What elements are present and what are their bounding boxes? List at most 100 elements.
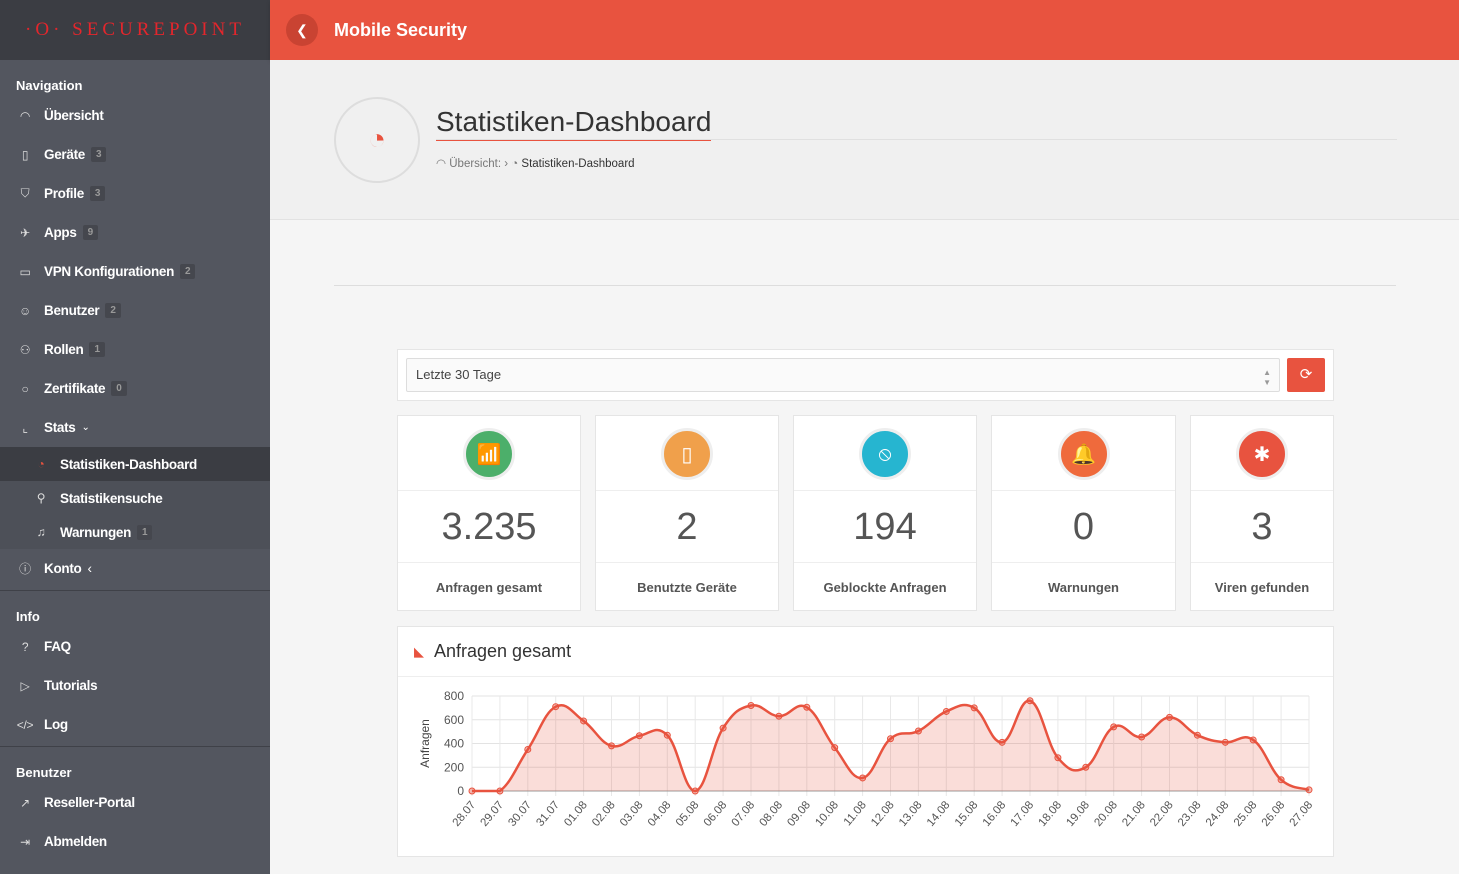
x-tick-label: 20.08 <box>1092 799 1120 829</box>
refresh-button[interactable]: ⟳ <box>1287 358 1325 392</box>
bell-icon: 🔔 <box>1057 428 1110 480</box>
x-tick-label: 27.08 <box>1288 799 1316 829</box>
x-tick-label: 21.08 <box>1120 799 1148 829</box>
data-point <box>580 717 588 725</box>
requests-chart-panel: ◣ Anfragen gesamt 0 200 400 600 800 28.07 29.07… <box>397 626 1334 857</box>
sidebar-item-tutorials[interactable]: ▷ Tutorials <box>0 666 270 705</box>
data-point <box>496 787 504 795</box>
certificate-icon: ○ <box>21 381 29 396</box>
chevron-left-icon: ‹ <box>87 561 92 576</box>
data-point <box>1110 723 1118 731</box>
app-title: Mobile Security <box>334 19 468 40</box>
sidebar-item-7[interactable]: ○ Zertifikate 0 <box>0 369 270 408</box>
block-icon: ⦸ <box>859 428 911 480</box>
data-point <box>552 703 560 711</box>
data-point <box>914 727 922 735</box>
sidebar-item-label: Übersicht <box>44 108 104 123</box>
count-badge: 9 <box>82 225 98 240</box>
user-section-title: Benutzer <box>16 765 72 780</box>
x-tick-label: 18.08 <box>1037 799 1065 829</box>
data-point <box>1277 776 1285 784</box>
stat-label: Warnungen <box>992 562 1175 612</box>
sidebar-subitem-0[interactable]: ◔ Statistiken-Dashboard <box>0 447 270 481</box>
stat-card: 🔔 0 Warnungen <box>991 415 1176 611</box>
breadcrumb-current: Statistiken-Dashboard <box>521 158 635 170</box>
external-link-icon: ↗ <box>20 795 30 810</box>
stat-label: Anfragen gesamt <box>398 562 580 612</box>
x-tick-label: 22.08 <box>1148 799 1176 829</box>
data-point <box>608 742 615 750</box>
x-tick-label: 28.07 <box>451 799 479 829</box>
data-point <box>747 702 755 709</box>
count-badge: 2 <box>180 264 196 279</box>
count-badge: 3 <box>89 186 106 201</box>
data-point <box>1082 763 1090 771</box>
time-range-select[interactable]: Letzte 30 Tage ▲ ▼ <box>406 358 1280 392</box>
sidebar-item-abmelden[interactable]: ⇥ Abmelden <box>0 822 270 861</box>
sidebar-item-0[interactable]: ◠ Übersicht <box>0 96 270 135</box>
breadcrumb-home[interactable]: Übersicht: <box>449 158 502 170</box>
sidebar: ·O· SECUREPOINT Navigation ◠ Übersicht ▯ Ge… <box>0 0 270 874</box>
data-point <box>887 735 894 743</box>
top-bar: ❮ Mobile Security <box>270 0 1459 60</box>
data-point <box>1054 754 1062 762</box>
sidebar-item-reseller-portal[interactable]: ↗ Reseller-Portal <box>0 783 270 822</box>
sidebar-item-faq[interactable]: ? FAQ <box>0 627 270 666</box>
x-tick-label: 02.08 <box>590 799 618 829</box>
pie-chart-icon: ◔ <box>334 97 420 183</box>
sidebar-item-4[interactable]: ▭ VPN Konfigurationen 2 <box>0 252 270 291</box>
chart-title: Anfragen gesamt <box>434 641 572 661</box>
count-badge: 1 <box>137 524 153 540</box>
sidebar-item-3[interactable]: ✈ Apps 9 <box>0 213 270 252</box>
log-label: Log <box>44 717 68 732</box>
data-point <box>719 724 727 732</box>
breadcrumb: ◠ Übersicht: › ◔ Statistiken-Dashboard <box>436 158 635 170</box>
securepoint-logo[interactable]: ·O· SECUREPOINT <box>0 0 270 60</box>
page-header: ◔ Statistiken-Dashboard ◠ Übersicht: › ◔… <box>270 60 1459 220</box>
requests-chart: 0 200 400 600 800 28.07 29.07 30.07 31.07 01.08 02… <box>418 689 1316 829</box>
chevron-left-icon: ❮ <box>296 21 308 38</box>
data-point <box>524 745 532 753</box>
data-point <box>635 732 643 740</box>
user-icon: ☺ <box>19 303 31 318</box>
bell-icon: ♫ <box>36 525 46 539</box>
phone-icon: ▯ <box>661 428 713 480</box>
count-badge: 1 <box>89 342 105 357</box>
pie-icon: ◔ <box>37 457 45 471</box>
stat-value: 3 <box>1191 490 1333 562</box>
x-tick-label: 04.08 <box>646 799 674 829</box>
filter-panel: Letzte 30 Tage ▲ ▼ ⟳ <box>397 349 1334 401</box>
sidebar-item-2[interactable]: ⛉ Profile 3 <box>0 174 270 213</box>
data-point <box>1249 736 1257 744</box>
sidebar-item-konto[interactable]: ⓘ Konto ‹ <box>0 549 270 588</box>
sidebar-item-log[interactable]: </> Log <box>0 705 270 744</box>
stat-value: 3.235 <box>398 490 580 562</box>
sidebar-item-label: Stats <box>44 420 76 435</box>
sidebar-subitem-2[interactable]: ♫ Warnungen 1 <box>0 515 270 549</box>
data-point <box>803 703 811 711</box>
sidebar-item-label: Warnungen <box>60 524 132 540</box>
sidebar-item-8[interactable]: ⌞ Stats ⌄ <box>0 408 270 447</box>
stat-card: ▯ 2 Benutzte Geräte <box>595 415 779 611</box>
users-icon: ⚇ <box>19 342 31 357</box>
sidebar-item-6[interactable]: ⚇ Rollen 1 <box>0 330 270 369</box>
data-point <box>1026 697 1034 705</box>
sidebar-item-label: Zertifikate <box>44 381 106 396</box>
x-tick-label: 24.08 <box>1204 799 1232 829</box>
logout-icon: ⇥ <box>20 834 30 849</box>
sidebar-subitem-1[interactable]: ⚲ Statistikensuche <box>0 481 270 515</box>
x-tick-label: 30.07 <box>506 799 534 829</box>
data-point <box>859 774 867 782</box>
stat-card: ✱ 3 Viren gefunden <box>1190 415 1334 611</box>
sidebar-item-5[interactable]: ☺ Benutzer 2 <box>0 291 270 330</box>
stat-card: ⦸ 194 Geblockte Anfragen <box>793 415 977 611</box>
sidebar-item-1[interactable]: ▯ Geräte 3 <box>0 135 270 174</box>
signal-icon: 📶 <box>463 428 515 480</box>
y-tick-label: 800 <box>444 689 464 703</box>
sidebar-item-label: Benutzer <box>44 303 100 318</box>
x-tick-label: 10.08 <box>813 799 841 829</box>
x-tick-label: 17.08 <box>1009 799 1037 829</box>
back-button[interactable]: ❮ <box>286 14 318 46</box>
data-point <box>1193 731 1201 739</box>
stat-label: Viren gefunden <box>1191 562 1333 612</box>
